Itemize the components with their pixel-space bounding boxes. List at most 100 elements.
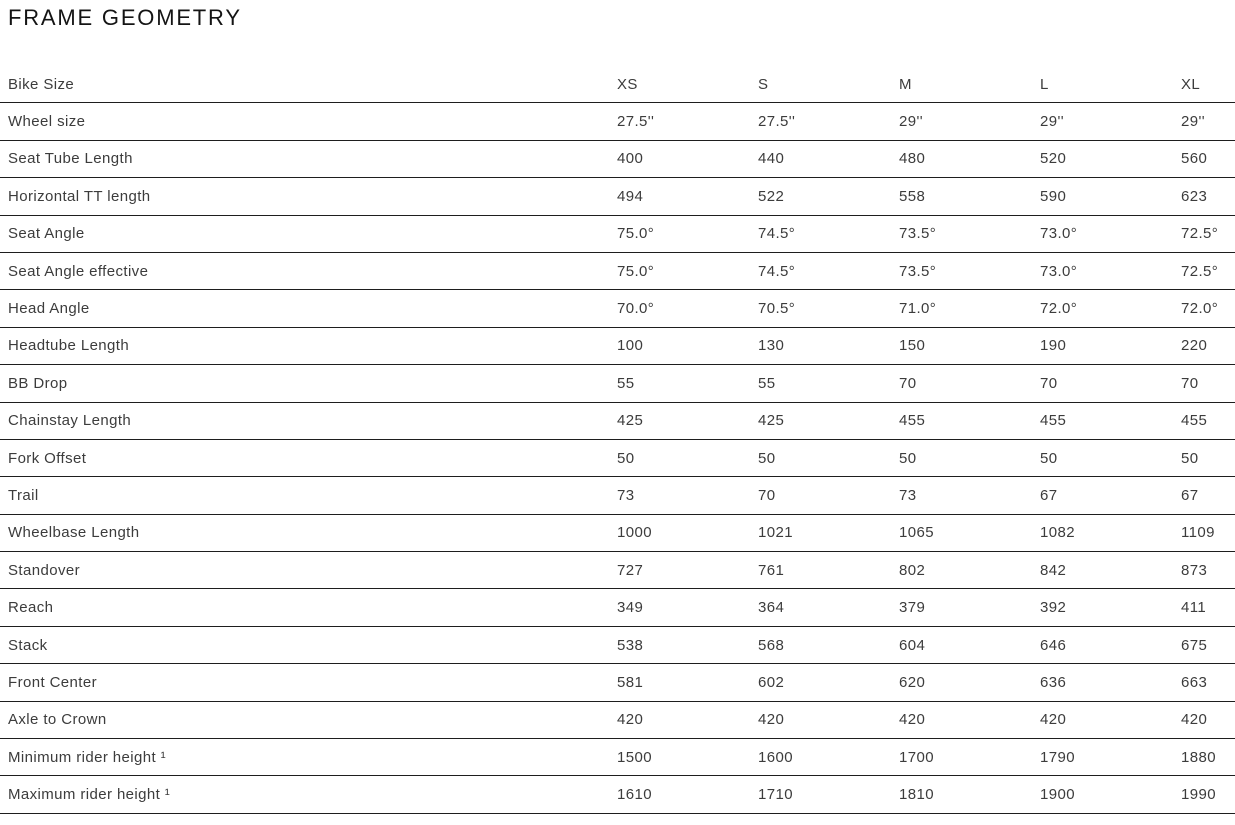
cell-value: 480 (899, 140, 1040, 179)
cell-value: 70 (758, 476, 899, 515)
cell-value: 1500 (617, 738, 758, 777)
row-label: Axle to Crown (0, 701, 617, 740)
page-title: FRAME GEOMETRY (8, 5, 242, 30)
cell-value: 538 (617, 626, 758, 665)
cell-value: 623 (1181, 177, 1235, 216)
cell-value: 842 (1040, 551, 1181, 590)
cell-value: 636 (1040, 663, 1181, 702)
cell-value: 27.5'' (617, 102, 758, 141)
cell-value: 646 (1040, 626, 1181, 665)
cell-value: 72.5° (1181, 252, 1235, 291)
cell-value: 802 (899, 551, 1040, 590)
cell-value: 581 (617, 663, 758, 702)
cell-value: 100 (617, 327, 758, 366)
cell-value: 1021 (758, 514, 899, 553)
cell-value: 1082 (1040, 514, 1181, 553)
row-label: Seat Tube Length (0, 140, 617, 179)
cell-value: 1700 (899, 738, 1040, 777)
row-label: Headtube Length (0, 327, 617, 366)
cell-value: 190 (1040, 327, 1181, 366)
cell-value: 70.0° (617, 289, 758, 328)
table-row: Seat Tube Length 400 440 480 520 560 (0, 140, 1235, 179)
cell-value: 568 (758, 626, 899, 665)
cell-value: 50 (899, 439, 1040, 478)
cell-value: 29'' (1040, 102, 1181, 141)
table-row: BB Drop 55 55 70 70 70 (0, 364, 1235, 403)
cell-value: 420 (899, 701, 1040, 740)
cell-value: 55 (758, 364, 899, 403)
cell-value: 522 (758, 177, 899, 216)
cell-value: 455 (1181, 402, 1235, 440)
cell-value: 411 (1181, 588, 1235, 627)
table-row: Horizontal TT length 494 522 558 590 623 (0, 177, 1235, 216)
cell-value: 349 (617, 588, 758, 627)
row-label: Fork Offset (0, 439, 617, 478)
cell-value: 72.0° (1040, 289, 1181, 328)
row-label: Seat Angle effective (0, 252, 617, 291)
row-label: Front Center (0, 663, 617, 702)
cell-value: 73 (617, 476, 758, 515)
cell-value: 455 (1040, 402, 1181, 440)
cell-value: 70 (899, 364, 1040, 403)
cell-value: 67 (1181, 476, 1235, 515)
cell-value: 420 (758, 701, 899, 740)
cell-value: 1900 (1040, 775, 1181, 814)
cell-value: 73.0° (1040, 252, 1181, 291)
cell-value: 620 (899, 663, 1040, 702)
row-label: Reach (0, 588, 617, 627)
cell-value: 73.5° (899, 215, 1040, 253)
cell-value: 1710 (758, 775, 899, 814)
cell-value: 455 (899, 402, 1040, 440)
cell-value: 50 (1181, 439, 1235, 478)
row-label: Seat Angle (0, 215, 617, 253)
cell-value: 1790 (1040, 738, 1181, 777)
table-row: Axle to Crown 420 420 420 420 420 (0, 701, 1235, 740)
cell-value: 761 (758, 551, 899, 590)
cell-value: 560 (1181, 140, 1235, 179)
cell-value: 1000 (617, 514, 758, 553)
row-label: Chainstay Length (0, 402, 617, 440)
table-row: Standover 727 761 802 842 873 (0, 551, 1235, 590)
cell-value: 520 (1040, 140, 1181, 179)
header-size-xl: XL (1181, 66, 1235, 104)
cell-value: 420 (617, 701, 758, 740)
row-label: Stack (0, 626, 617, 665)
cell-value: 1610 (617, 775, 758, 814)
cell-value: 27.5'' (758, 102, 899, 141)
cell-value: 73 (899, 476, 1040, 515)
cell-value: 73.0° (1040, 215, 1181, 253)
cell-value: 29'' (1181, 102, 1235, 141)
table-row: Headtube Length 100 130 150 190 220 (0, 327, 1235, 366)
cell-value: 72.0° (1181, 289, 1235, 328)
cell-value: 400 (617, 140, 758, 179)
header-size-xs: XS (617, 66, 758, 104)
cell-value: 1990 (1181, 775, 1235, 814)
header-size-l: L (1040, 66, 1181, 104)
cell-value: 74.5° (758, 252, 899, 291)
row-label: Minimum rider height ¹ (0, 738, 617, 777)
cell-value: 873 (1181, 551, 1235, 590)
cell-value: 440 (758, 140, 899, 179)
cell-value: 50 (1040, 439, 1181, 478)
table-row: Head Angle 70.0° 70.5° 71.0° 72.0° 72.0° (0, 289, 1235, 328)
cell-value: 74.5° (758, 215, 899, 253)
cell-value: 1810 (899, 775, 1040, 814)
cell-value: 73.5° (899, 252, 1040, 291)
cell-value: 727 (617, 551, 758, 590)
cell-value: 70.5° (758, 289, 899, 328)
cell-value: 675 (1181, 626, 1235, 665)
geometry-table: Bike Size XS S M L XL Wheel size 27.5'' … (0, 66, 1235, 814)
cell-value: 150 (899, 327, 1040, 366)
cell-value: 494 (617, 177, 758, 216)
cell-value: 130 (758, 327, 899, 366)
row-label: Standover (0, 551, 617, 590)
cell-value: 75.0° (617, 215, 758, 253)
cell-value: 420 (1040, 701, 1181, 740)
cell-value: 663 (1181, 663, 1235, 702)
table-row: Seat Angle effective 75.0° 74.5° 73.5° 7… (0, 252, 1235, 291)
row-label: Trail (0, 476, 617, 515)
row-label: Maximum rider height ¹ (0, 775, 617, 814)
header-label: Bike Size (0, 66, 617, 104)
cell-value: 75.0° (617, 252, 758, 291)
